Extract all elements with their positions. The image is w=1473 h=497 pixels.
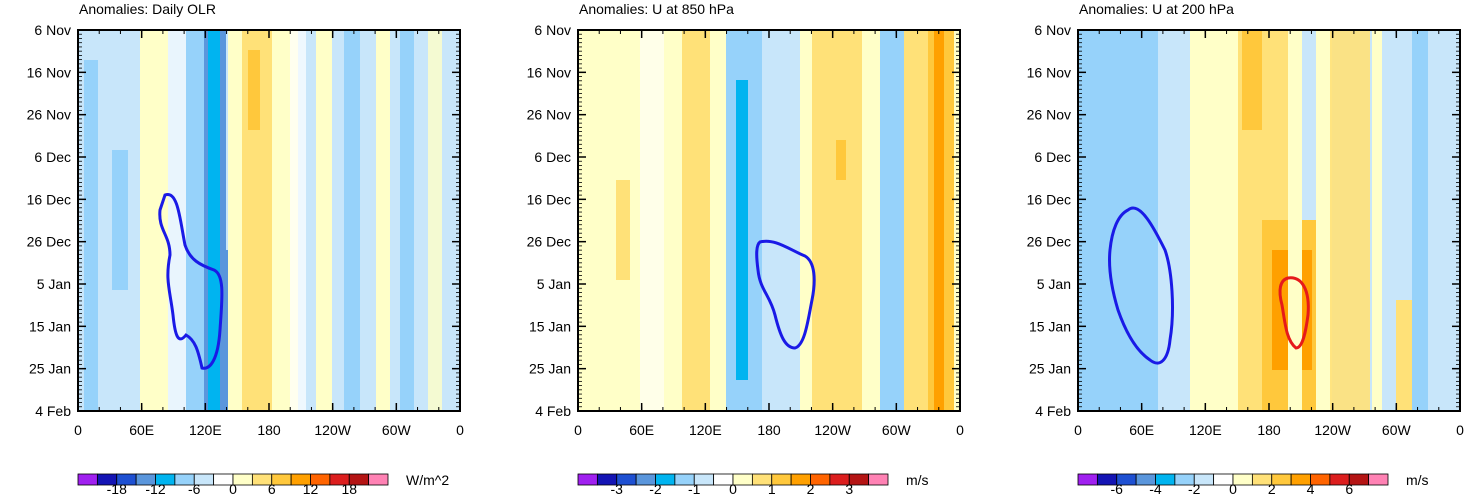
colorbar-label: 2 <box>807 481 815 497</box>
x-tick-label: 120W <box>314 422 351 438</box>
y-tick-label: 16 Dec <box>27 191 71 207</box>
colorbar-box <box>868 473 889 486</box>
y-tick-label: 6 Nov <box>1034 22 1071 38</box>
colorbar-label: 0 <box>1229 481 1237 497</box>
y-tick-label: 15 Jan <box>529 318 571 334</box>
y-tick-label: 15 Jan <box>1029 318 1071 334</box>
colorbar-label: -4 <box>1149 481 1162 497</box>
panel-u200: Anomalies: U at 200 hPa <box>1077 1 1461 412</box>
y-tick-label: 6 Nov <box>534 22 571 38</box>
y-tick-label: 26 Nov <box>27 107 71 123</box>
colorbar-label: -12 <box>145 481 165 497</box>
y-tick-label: 16 Nov <box>527 64 571 80</box>
y-tick-label: 4 Feb <box>35 403 71 419</box>
colorbar-label: 6 <box>268 481 276 497</box>
x-tick-label: 120E <box>689 422 722 438</box>
x-tick-label: 120E <box>189 422 222 438</box>
colorbar-label: 2 <box>1268 481 1276 497</box>
x-tick-label: 0 <box>1456 422 1464 438</box>
y-tick-label: 16 Dec <box>527 191 571 207</box>
y-tick-label: 16 Dec <box>1027 191 1071 207</box>
colorbar-label: 4 <box>1307 481 1315 497</box>
x-tick-label: 0 <box>1074 422 1082 438</box>
colorbar-label: 18 <box>341 481 357 497</box>
y-tick-label: 6 Nov <box>34 22 71 38</box>
x-tick-label: 60E <box>1129 422 1154 438</box>
colorbar-label: 3 <box>845 481 853 497</box>
colorbar-units: m/s <box>1406 472 1429 488</box>
y-tick-label: 16 Nov <box>1027 64 1071 80</box>
y-tick-label: 25 Jan <box>29 361 71 377</box>
colorbar-box <box>1368 473 1389 486</box>
colorbar-box <box>368 473 389 486</box>
colorbar-units: m/s <box>906 472 929 488</box>
colorbar-box <box>77 473 98 486</box>
colorbar-units: W/m^2 <box>406 472 449 488</box>
x-tick-label: 120E <box>1189 422 1222 438</box>
panel-title: Anomalies: U at 200 hPa <box>1079 1 1234 17</box>
panel-u850: Anomalies: U at 850 hPa <box>577 1 961 412</box>
colorbar-label: -6 <box>188 481 201 497</box>
x-tick-label: 60E <box>129 422 154 438</box>
y-tick-label: 6 Dec <box>534 149 571 165</box>
y-tick-label: 26 Dec <box>1027 234 1071 250</box>
x-tick-label: 0 <box>456 422 464 438</box>
colorbar-label: 12 <box>303 481 319 497</box>
y-tick-label: 5 Jan <box>37 276 71 292</box>
x-tick-label: 180 <box>257 422 281 438</box>
x-tick-label: 60W <box>1382 422 1412 438</box>
colorbar-label: -1 <box>688 481 701 497</box>
heatmap-field <box>578 30 960 411</box>
panel-title: Anomalies: U at 850 hPa <box>579 1 734 17</box>
colorbar-label: 0 <box>229 481 237 497</box>
colorbar-label: 6 <box>1345 481 1353 497</box>
colorbar-box <box>1077 473 1098 486</box>
y-tick-label: 26 Nov <box>1027 107 1071 123</box>
y-tick-label: 26 Dec <box>27 234 71 250</box>
y-tick-label: 5 Jan <box>537 276 571 292</box>
colorbar-label: 1 <box>768 481 776 497</box>
panel-olr: Anomalies: Daily OLR <box>77 1 461 412</box>
y-tick-label: 25 Jan <box>529 361 571 377</box>
x-tick-label: 60E <box>629 422 654 438</box>
colorbar-label: 0 <box>729 481 737 497</box>
y-tick-label: 26 Dec <box>527 234 571 250</box>
colorbar-label: -3 <box>611 481 624 497</box>
colorbar-label: -2 <box>1188 481 1201 497</box>
y-tick-label: 5 Jan <box>1037 276 1071 292</box>
y-tick-label: 6 Dec <box>1034 149 1071 165</box>
x-tick-label: 0 <box>74 422 82 438</box>
heatmap-field <box>1078 30 1460 411</box>
y-tick-label: 25 Jan <box>1029 361 1071 377</box>
x-tick-label: 120W <box>1314 422 1351 438</box>
y-tick-label: 6 Dec <box>34 149 71 165</box>
x-tick-label: 180 <box>757 422 781 438</box>
colorbar-label: -6 <box>1111 481 1124 497</box>
y-tick-label: 4 Feb <box>535 403 571 419</box>
y-tick-label: 15 Jan <box>29 318 71 334</box>
colorbar-label: -2 <box>649 481 662 497</box>
x-tick-label: 0 <box>956 422 964 438</box>
x-tick-label: 60W <box>382 422 412 438</box>
x-tick-label: 120W <box>814 422 851 438</box>
heatmap-field <box>78 30 460 411</box>
y-tick-label: 16 Nov <box>27 64 71 80</box>
x-tick-label: 0 <box>574 422 582 438</box>
colorbar-label: -18 <box>107 481 127 497</box>
colorbar-box <box>577 473 598 486</box>
x-tick-label: 60W <box>882 422 912 438</box>
panel-title: Anomalies: Daily OLR <box>79 1 216 17</box>
y-tick-label: 4 Feb <box>1035 403 1071 419</box>
y-tick-label: 26 Nov <box>527 107 571 123</box>
x-tick-label: 180 <box>1257 422 1281 438</box>
